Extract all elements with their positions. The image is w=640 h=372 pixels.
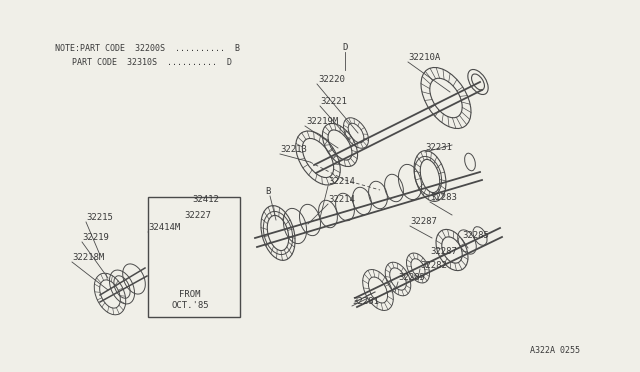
Text: PART CODE  32310S  ..........  D: PART CODE 32310S .......... D [72,58,232,67]
Text: D: D [342,44,348,52]
Text: A322A 0255: A322A 0255 [530,346,580,355]
FancyBboxPatch shape [148,197,240,317]
Text: 32219: 32219 [82,234,109,243]
Text: 32412: 32412 [192,196,219,205]
Text: 32414M: 32414M [148,224,180,232]
Text: 32285: 32285 [462,231,489,240]
Text: NOTE:PART CODE  32200S  ..........  B: NOTE:PART CODE 32200S .......... B [55,44,240,53]
Text: 32285: 32285 [398,273,425,282]
Text: FROM
OCT.'85: FROM OCT.'85 [171,290,209,310]
Text: 32220: 32220 [318,76,345,84]
Text: 32214: 32214 [328,177,355,186]
Text: 32213: 32213 [280,145,307,154]
Text: 32215: 32215 [86,214,113,222]
Text: 32287: 32287 [410,218,437,227]
Text: 32231: 32231 [425,144,452,153]
Text: 32282: 32282 [420,260,447,269]
Text: 32218M: 32218M [72,253,104,263]
Text: 32283: 32283 [430,193,457,202]
Text: 32210A: 32210A [408,52,440,61]
Text: 32221: 32221 [320,97,347,106]
Text: 32227: 32227 [184,211,211,219]
Text: B: B [266,187,271,196]
Text: 32219M: 32219M [306,118,339,126]
Text: 32214: 32214 [328,196,355,205]
Text: 32281: 32281 [352,298,379,307]
Text: 32287: 32287 [430,247,457,257]
